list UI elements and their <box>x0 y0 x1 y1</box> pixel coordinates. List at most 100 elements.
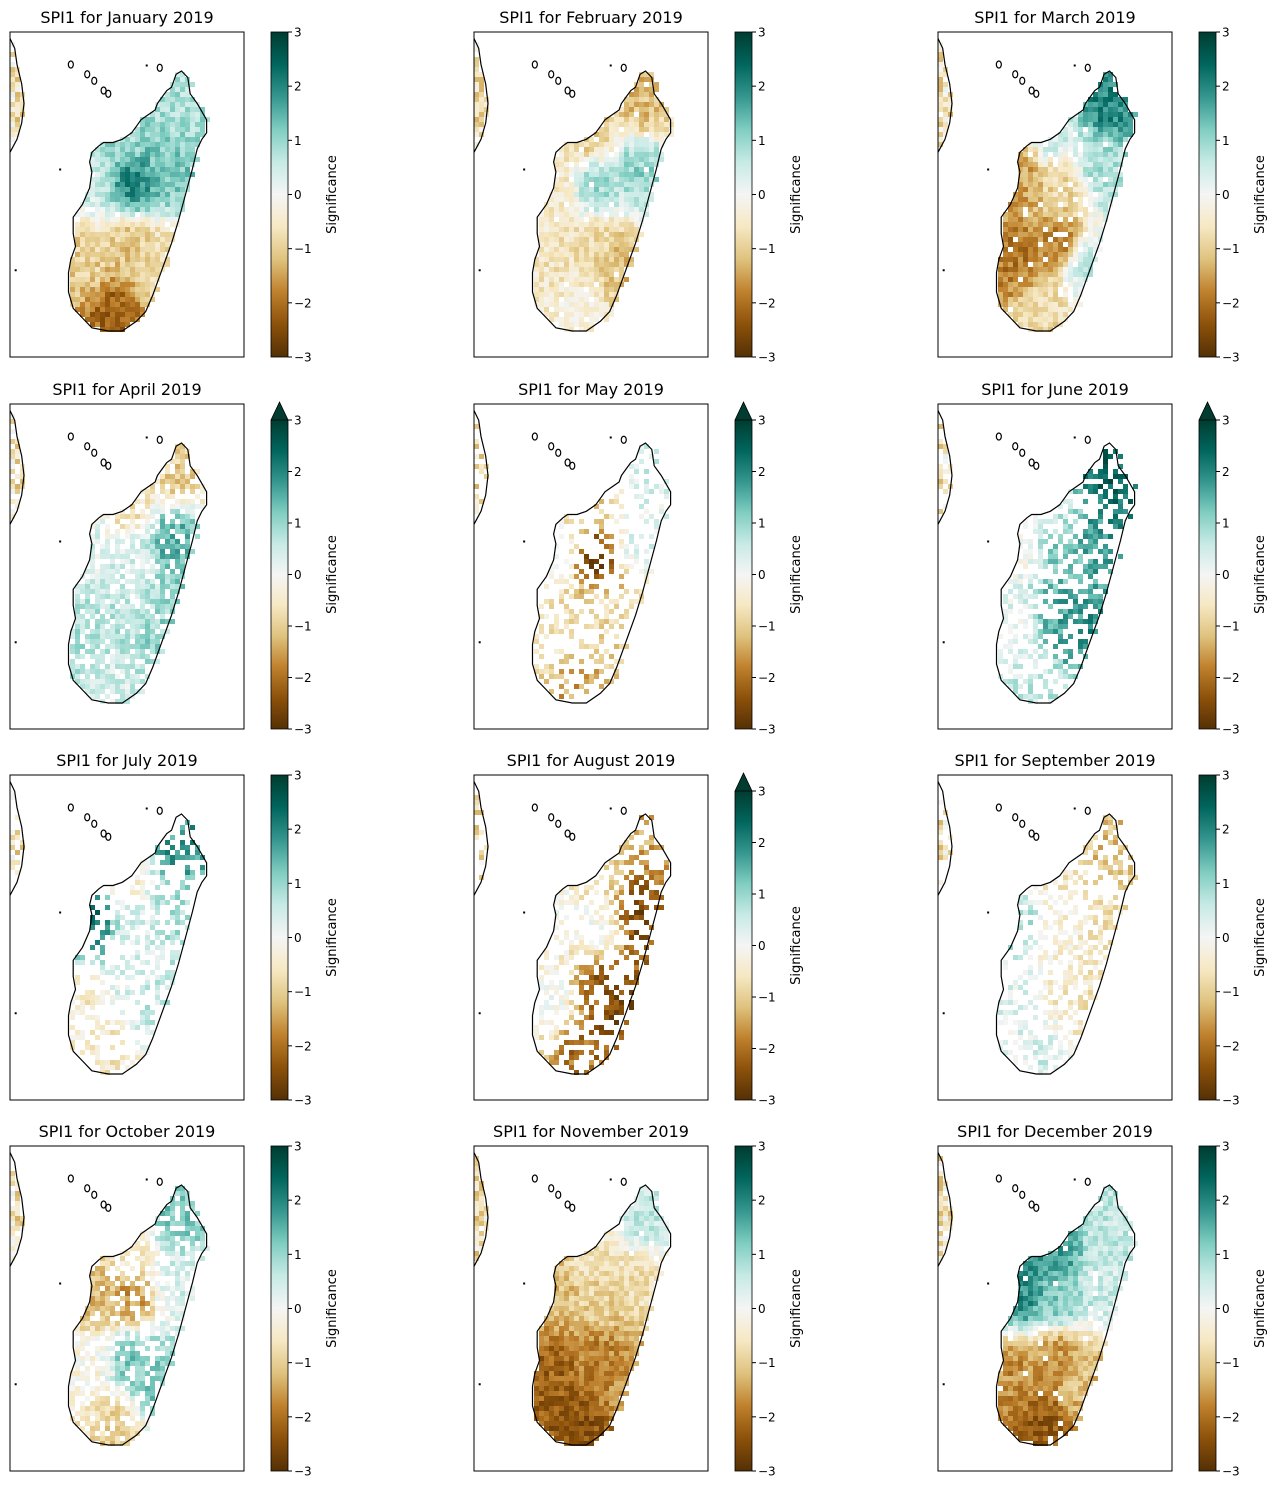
spi-cell <box>634 202 639 207</box>
spi-cell <box>943 504 948 509</box>
spi-cell <box>564 890 569 895</box>
spi-cell <box>155 232 160 237</box>
spi-cell <box>95 187 100 192</box>
spi-cell <box>1118 474 1123 479</box>
islet-marker <box>523 540 526 543</box>
spi-cell <box>1083 484 1088 489</box>
spi-cell <box>10 67 15 72</box>
spi-cell <box>629 197 634 202</box>
africa-coastline <box>938 410 953 525</box>
spi-cell <box>1018 177 1023 182</box>
spi-cell <box>614 674 619 679</box>
spi-cell <box>130 684 135 689</box>
spi-cell <box>614 117 619 122</box>
spi-cell <box>135 227 140 232</box>
spi-cell <box>554 1030 559 1035</box>
spi-cell <box>938 87 943 92</box>
spi-cell <box>584 272 589 277</box>
spi-cell <box>140 524 145 529</box>
spi-cell <box>604 975 609 980</box>
spi-cell <box>120 659 125 664</box>
spi-cell <box>95 539 100 544</box>
spi-cell <box>1098 474 1103 479</box>
spi-cell <box>140 569 145 574</box>
spi-cell <box>105 217 110 222</box>
spi-cell <box>574 267 579 272</box>
spi-cell <box>619 1005 624 1010</box>
spi-cell <box>1003 262 1008 267</box>
spi-cell <box>95 182 100 187</box>
spi-cell <box>624 227 629 232</box>
spi-cell <box>943 479 948 484</box>
colorbar-tick-label: −3 <box>294 723 312 737</box>
spi-cell <box>1008 232 1013 237</box>
spi-cell <box>155 152 160 157</box>
spi-cell <box>943 72 948 77</box>
spi-cell <box>160 97 165 102</box>
spi-cell <box>559 1030 564 1035</box>
spi-cell <box>1073 177 1078 182</box>
spi-cell <box>1043 292 1048 297</box>
spi-cell <box>664 127 669 132</box>
spi-cell <box>589 322 594 327</box>
spi-cell <box>155 222 160 227</box>
spi-cell <box>110 1000 115 1005</box>
spi-cell <box>1068 277 1073 282</box>
spi-cell <box>639 162 644 167</box>
island-coastline <box>1033 461 1040 470</box>
spi-cell <box>15 117 20 122</box>
spi-cell <box>1053 302 1058 307</box>
spi-cell <box>140 544 145 549</box>
spi-cell <box>609 880 614 885</box>
spi-cell <box>599 227 604 232</box>
spi-cell <box>584 192 589 197</box>
spi-cell <box>1038 157 1043 162</box>
spi-cell <box>1083 147 1088 152</box>
spi-cell <box>1018 157 1023 162</box>
spi-cell <box>1113 489 1118 494</box>
spi-cell <box>195 142 200 147</box>
spi-cell <box>125 654 130 659</box>
spi-cell <box>95 920 100 925</box>
spi-cell <box>1038 237 1043 242</box>
spi-cell <box>165 559 170 564</box>
spi-cell <box>75 1010 80 1015</box>
spi-cell <box>125 664 130 669</box>
spi-cell <box>145 182 150 187</box>
spi-cell <box>559 242 564 247</box>
spi-cell <box>1028 654 1033 659</box>
spi-cell <box>1038 247 1043 252</box>
spi-cell <box>135 162 140 167</box>
spi-cell <box>190 489 195 494</box>
spi-cell <box>1068 509 1073 514</box>
colorbar-extend-arrow <box>734 772 753 792</box>
spi-cell <box>105 302 110 307</box>
spi-cell <box>589 679 594 684</box>
spi-cell <box>1058 162 1063 167</box>
spi-cell <box>589 1030 594 1035</box>
spi-cell <box>70 277 75 282</box>
spi-cell <box>574 895 579 900</box>
spi-cell <box>115 192 120 197</box>
colorbar-tick-label: 0 <box>294 931 302 945</box>
spi-cell <box>1008 287 1013 292</box>
spi-cell <box>1023 192 1028 197</box>
spi-cell <box>105 674 110 679</box>
spi-cell <box>539 282 544 287</box>
spi-cell <box>120 995 125 1000</box>
spi-cell <box>110 634 115 639</box>
spi-cell <box>569 212 574 217</box>
spi-cell <box>1073 137 1078 142</box>
spi-cell <box>574 905 579 910</box>
spi-cell <box>629 890 634 895</box>
spi-cell <box>145 860 150 865</box>
spi-cell <box>130 539 135 544</box>
spi-cell <box>1073 272 1078 277</box>
spi-cell <box>1028 177 1033 182</box>
spi-cell <box>155 479 160 484</box>
spi-cell <box>140 574 145 579</box>
spi-cell <box>155 910 160 915</box>
colorbar-label: Significance <box>325 535 340 614</box>
spi-cell <box>1008 589 1013 594</box>
spi-cell <box>599 222 604 227</box>
